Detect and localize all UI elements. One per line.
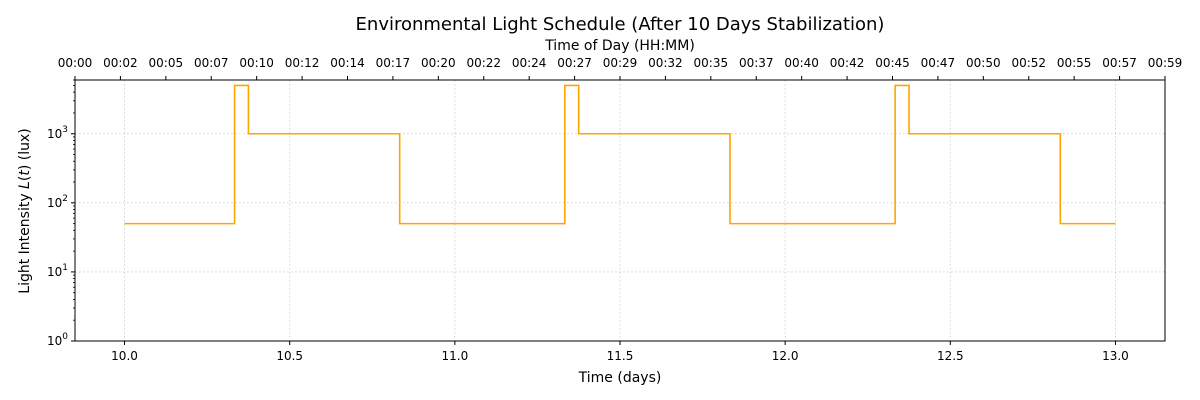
top-x-tick-label: 00:55: [1057, 56, 1092, 70]
top-x-tick-label: 00:02: [103, 56, 138, 70]
y-axis-label-t: t: [17, 170, 33, 176]
top-x-tick-label: 00:47: [921, 56, 956, 70]
x-ticks: 10.0 10.5 11.0 11.5 12.0 12.5 13.0: [111, 341, 1129, 363]
y-axis-label-close: ): [17, 165, 33, 170]
top-x-ticks: 00:00 00:02 00:05 00:07 00:10 00:12 00:14 00:17…: [58, 56, 1183, 80]
top-x-tick-label: 00:07: [194, 56, 229, 70]
y-tick-label: 103: [47, 125, 68, 141]
top-x-tick-label: 00:22: [466, 56, 501, 70]
y-ticks: 100 101 102 103: [47, 125, 75, 348]
plot-frame: [74, 79, 1166, 342]
y-tick-label: 100: [47, 332, 68, 348]
top-x-tick-label: 00:10: [239, 56, 274, 70]
x-tick-label: 10.0: [111, 349, 138, 363]
top-x-tick-label: 00:45: [875, 56, 910, 70]
y-axis-label-open: (: [17, 176, 33, 181]
top-x-tick-label: 00:17: [376, 56, 411, 70]
top-x-tick-label: 00:24: [512, 56, 547, 70]
top-x-tick-label: 00:59: [1148, 56, 1183, 70]
y-axis-label-var: L: [17, 181, 33, 189]
top-x-tick-label: 00:52: [1011, 56, 1046, 70]
top-x-tick-label: 00:12: [285, 56, 320, 70]
top-x-tick-label: 00:20: [421, 56, 456, 70]
top-x-tick-label: 00:29: [603, 56, 638, 70]
x-axis-label: Time (days): [578, 370, 662, 386]
grid-lines: [75, 80, 1165, 342]
y-axis-label-unit: (lux): [17, 128, 33, 164]
y-axis-label-main: Light Intensity: [17, 189, 33, 294]
x-tick-label: 11.5: [607, 349, 634, 363]
top-x-tick-label: 00:40: [784, 56, 819, 70]
top-x-tick-label: 00:50: [966, 56, 1001, 70]
y-tick-label: 102: [47, 194, 68, 210]
y-axis-label: Light Intensity L(t) (lux): [17, 128, 33, 293]
top-x-tick-label: 00:00: [58, 56, 93, 70]
x-tick-label: 10.5: [276, 349, 303, 363]
top-x-tick-label: 00:57: [1102, 56, 1137, 70]
top-x-tick-label: 00:27: [557, 56, 592, 70]
x-tick-label: 12.0: [772, 349, 799, 363]
top-x-tick-label: 00:05: [149, 56, 184, 70]
top-x-tick-label: 00:42: [830, 56, 865, 70]
top-x-tick-label: 00:35: [694, 56, 729, 70]
chart-title: Environmental Light Schedule (After 10 D…: [356, 14, 885, 35]
top-x-tick-label: 00:37: [739, 56, 774, 70]
light-intensity-series-line: [124, 84, 1116, 225]
x-tick-label: 12.5: [937, 349, 964, 363]
top-x-axis-label: Time of Day (HH:MM): [544, 38, 695, 54]
x-tick-label: 13.0: [1102, 349, 1129, 363]
x-tick-label: 11.0: [441, 349, 468, 363]
top-x-tick-label: 00:14: [330, 56, 365, 70]
top-x-tick-label: 00:32: [648, 56, 683, 70]
y-tick-label: 101: [47, 263, 68, 279]
